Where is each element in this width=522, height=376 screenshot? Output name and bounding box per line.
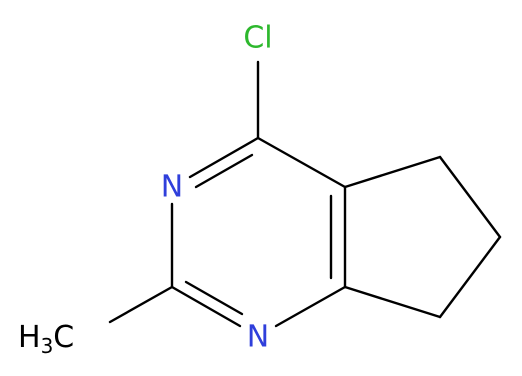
bond xyxy=(274,285,347,328)
atom-label: Cl xyxy=(243,21,272,56)
bond xyxy=(343,155,442,189)
atom-part: C xyxy=(53,320,74,355)
bond xyxy=(184,280,244,316)
bonds xyxy=(108,60,502,328)
atom-part: H xyxy=(18,320,41,355)
bond xyxy=(188,136,260,179)
bond xyxy=(343,285,442,319)
bond xyxy=(170,285,242,328)
bond xyxy=(108,285,174,324)
bond xyxy=(438,235,502,319)
bond xyxy=(194,153,254,189)
atom-label: N xyxy=(247,320,269,355)
bond xyxy=(438,155,502,239)
atom-subscript: 3 xyxy=(41,334,54,358)
atom-label: N xyxy=(161,170,183,205)
bond xyxy=(256,136,347,189)
atom-label: H3C xyxy=(18,320,74,359)
